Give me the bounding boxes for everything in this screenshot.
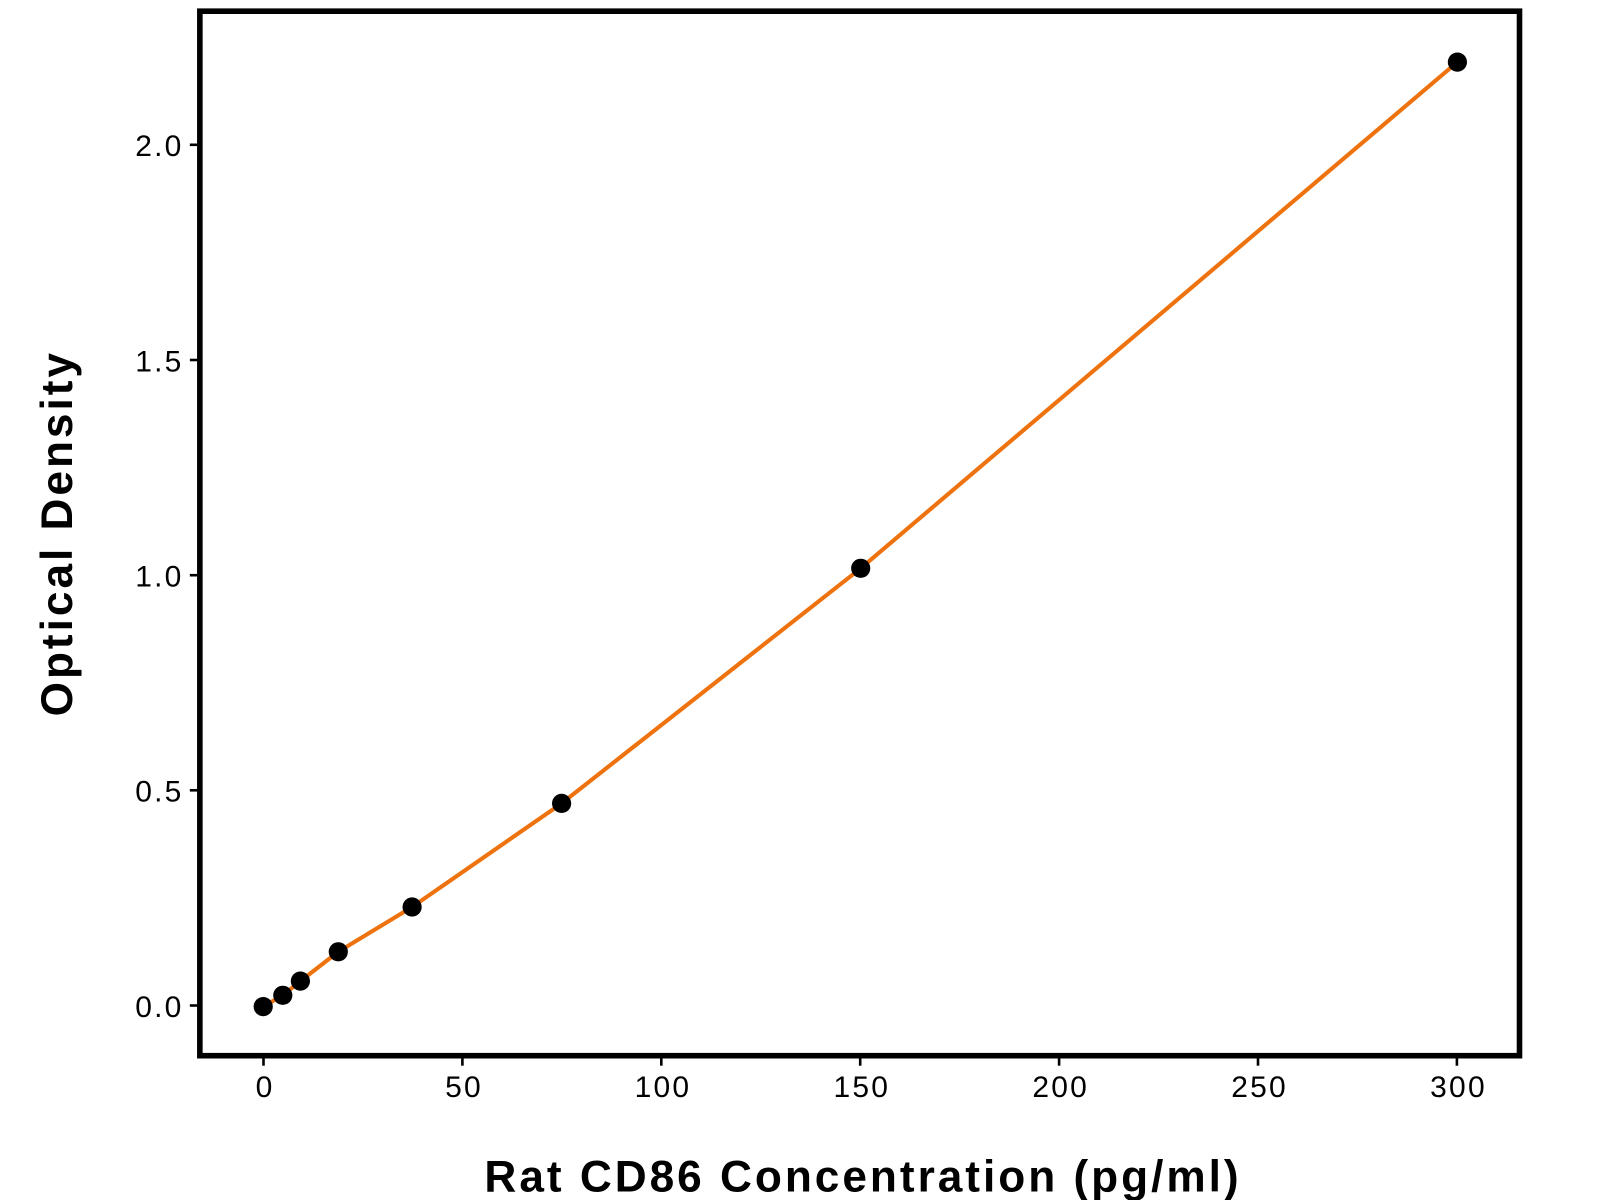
svg-text:Optical Density: Optical Density — [33, 350, 82, 716]
svg-text:0: 0 — [256, 1071, 275, 1104]
svg-text:1.0: 1.0 — [135, 561, 183, 594]
svg-text:300: 300 — [1430, 1071, 1487, 1104]
svg-text:0.0: 0.0 — [135, 991, 183, 1024]
svg-text:150: 150 — [833, 1071, 890, 1104]
svg-text:1.5: 1.5 — [135, 345, 183, 378]
svg-text:50: 50 — [445, 1071, 483, 1104]
svg-text:200: 200 — [1032, 1071, 1089, 1104]
svg-text:0.5: 0.5 — [135, 776, 183, 809]
svg-text:100: 100 — [635, 1071, 692, 1104]
svg-text:2.0: 2.0 — [135, 130, 183, 163]
svg-text:Rat CD86 Concentration (pg/ml): Rat CD86 Concentration (pg/ml) — [484, 1153, 1241, 1200]
svg-text:250: 250 — [1231, 1071, 1288, 1104]
